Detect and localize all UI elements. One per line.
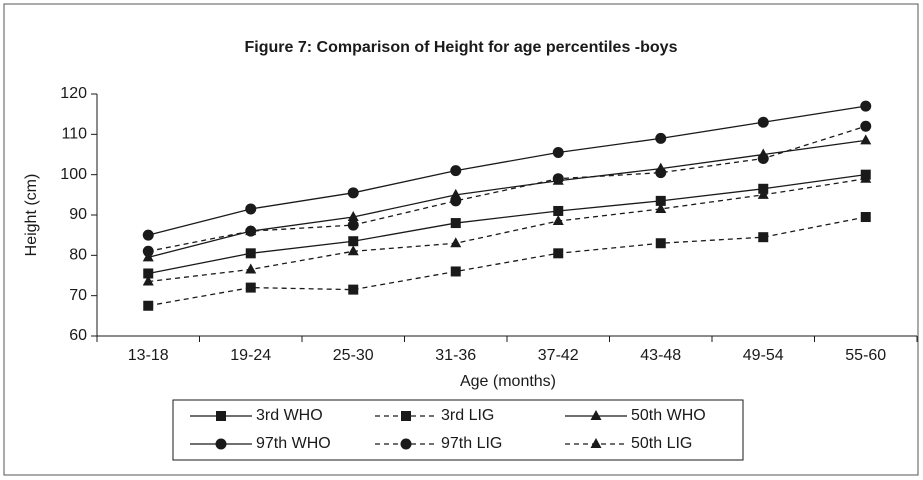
marker	[143, 268, 154, 279]
marker	[590, 438, 602, 448]
y-tick-label: 80	[69, 247, 87, 264]
marker	[450, 195, 462, 207]
marker	[552, 173, 564, 185]
marker	[143, 300, 154, 311]
marker	[860, 134, 872, 145]
marker	[860, 120, 872, 132]
series-line	[148, 139, 866, 258]
legend-label: 50th LIG	[631, 435, 692, 452]
marker	[245, 248, 256, 259]
marker	[553, 205, 564, 216]
y-tick-label: 120	[60, 85, 87, 102]
y-tick-label: 110	[61, 126, 87, 143]
marker	[348, 236, 359, 247]
series-line	[148, 216, 866, 307]
marker	[245, 282, 256, 293]
marker	[347, 219, 359, 231]
legend-label: 97th LIG	[441, 435, 502, 452]
marker	[655, 132, 667, 144]
marker	[450, 165, 462, 177]
marker	[757, 188, 769, 199]
y-tick-label: 90	[69, 206, 87, 223]
marker	[401, 411, 411, 421]
series-line	[148, 174, 866, 275]
marker	[655, 238, 666, 249]
marker	[590, 410, 602, 420]
marker	[245, 225, 257, 237]
legend-label: 3rd WHO	[256, 407, 323, 424]
legend-label: 3rd LIG	[441, 407, 494, 424]
frame	[3, 3, 919, 476]
marker	[347, 187, 359, 199]
marker	[758, 183, 769, 194]
y-tick-label: 60	[69, 327, 87, 344]
marker	[400, 438, 412, 450]
marker	[860, 100, 872, 112]
x-tick-label: 13-18	[128, 347, 169, 364]
marker	[348, 284, 359, 295]
x-tick-label: 37-42	[538, 347, 579, 364]
x-tick-label: 49-54	[743, 347, 784, 364]
legend-label: 97th WHO	[256, 435, 331, 452]
chart-title: Figure 7: Comparison of Height for age p…	[245, 39, 678, 56]
x-tick-label: 43-48	[640, 347, 681, 364]
marker	[450, 266, 461, 277]
marker	[142, 275, 154, 286]
marker	[655, 167, 667, 179]
x-tick-label: 25-30	[333, 347, 374, 364]
y-tick-label: 100	[60, 166, 87, 183]
series-line	[148, 178, 866, 283]
marker	[758, 232, 769, 243]
marker	[552, 215, 564, 226]
series-line	[148, 125, 866, 252]
marker	[553, 248, 564, 259]
marker	[215, 438, 227, 450]
marker	[216, 411, 226, 421]
marker	[245, 263, 257, 274]
legend-box	[172, 399, 744, 461]
marker	[450, 218, 461, 229]
marker	[757, 153, 769, 165]
marker	[347, 211, 359, 222]
marker	[245, 203, 257, 215]
y-axis-label: Height (cm)	[23, 174, 40, 257]
x-tick-label: 55-60	[845, 347, 886, 364]
marker	[450, 237, 462, 248]
series-line	[148, 105, 866, 236]
marker	[860, 212, 871, 223]
marker	[552, 146, 564, 158]
marker	[142, 229, 154, 241]
x-tick-label: 31-36	[435, 347, 476, 364]
marker	[347, 245, 359, 256]
marker	[860, 172, 872, 183]
marker	[655, 195, 666, 206]
x-tick-label: 19-24	[230, 347, 271, 364]
x-axis-label: Age (months)	[460, 373, 556, 390]
legend-label: 50th WHO	[631, 407, 706, 424]
marker	[757, 116, 769, 128]
marker	[142, 245, 154, 257]
y-tick-label: 70	[69, 287, 87, 304]
marker	[655, 202, 667, 213]
